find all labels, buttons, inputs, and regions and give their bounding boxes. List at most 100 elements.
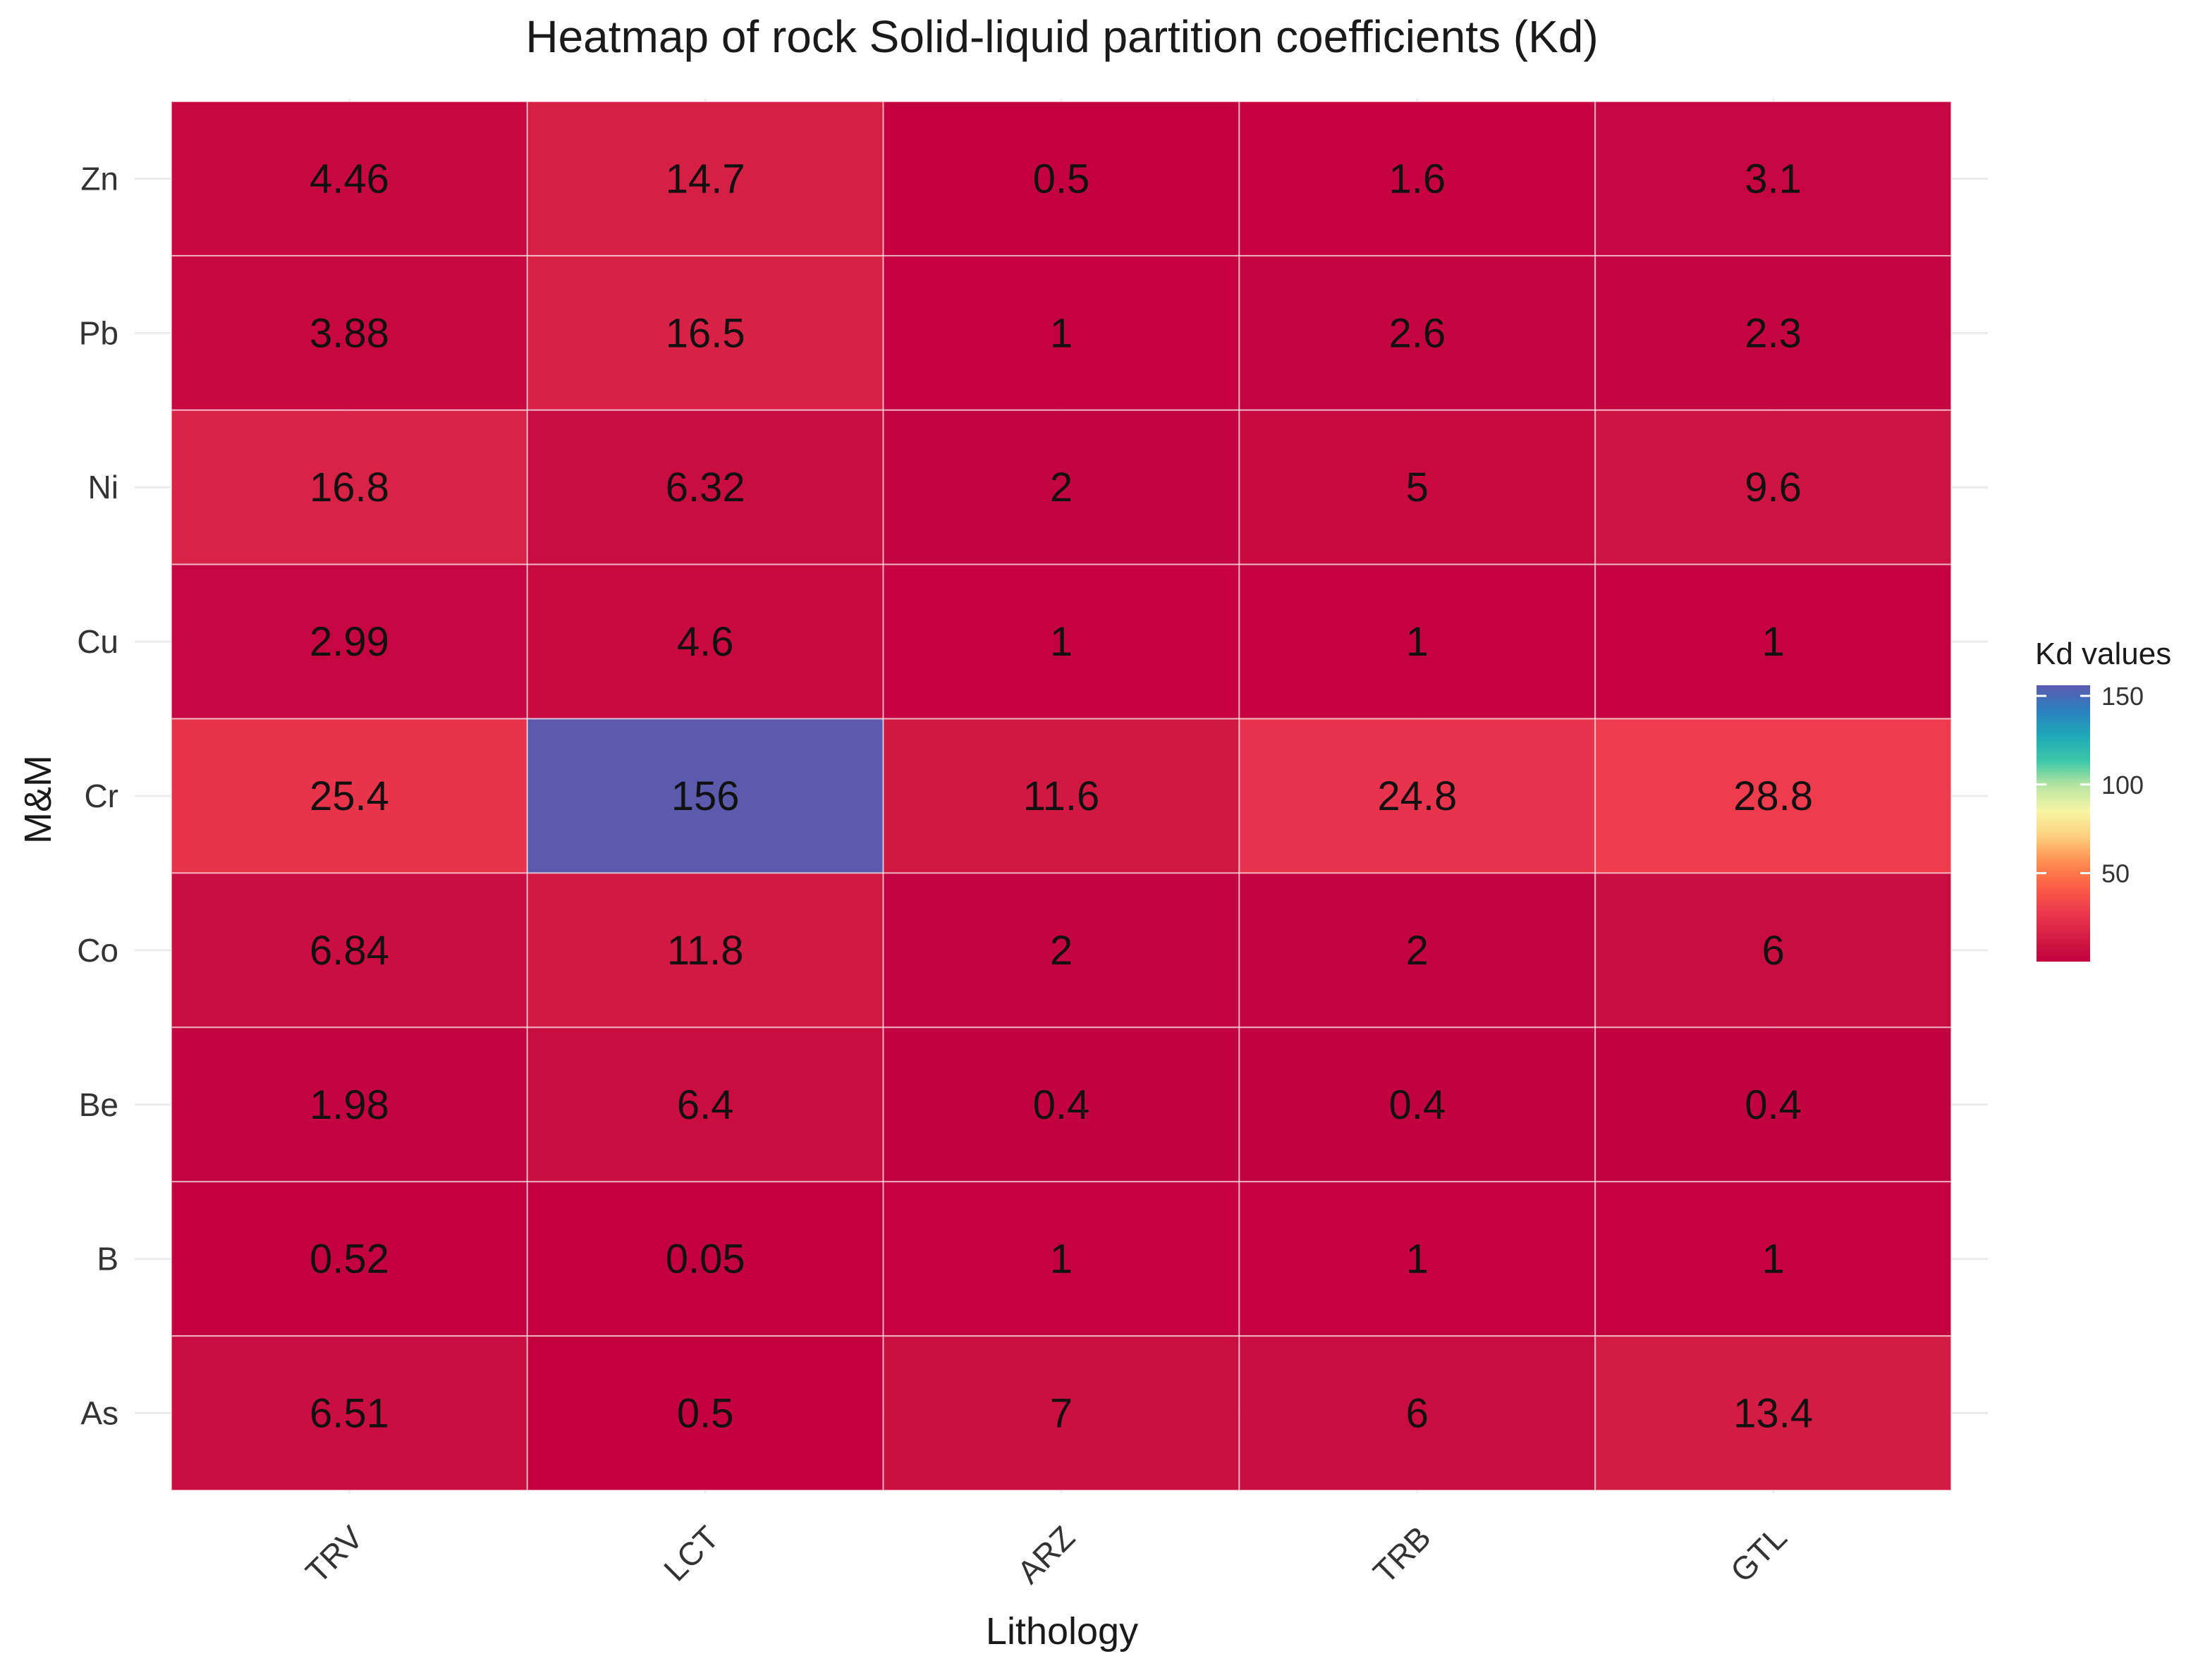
legend-tick-label: 50 [2101,859,2130,888]
heatmap-cell [1238,872,1596,1029]
heatmap-cell [1238,1181,1596,1337]
cell-value-label: 0.5 [677,1391,734,1437]
legend-ticks: 50 100 150 [2037,682,2144,888]
heatmap-cell [171,101,528,257]
heatmap-cell [882,101,1240,257]
heatmap-cell [1594,101,1952,257]
cell-value-label: 1 [1050,310,1073,356]
cell-value-label: 6.84 [310,928,389,974]
cell-value-label: 6.4 [677,1082,734,1128]
heatmap-cell [1238,409,1596,565]
heatmap-cell [171,718,528,874]
cell-value-label: 16.8 [310,465,389,510]
y-axis-label: M&M [17,755,59,844]
cell-value-label: 6 [1762,928,1784,974]
cell-value-label: 2.3 [1745,310,1802,356]
y-tick-label: Cu [77,623,118,660]
heatmap-cell [526,718,884,874]
legend-tick-label: 150 [2101,682,2144,711]
heatmap-cell [1594,409,1952,565]
cell-value-label: 6.51 [310,1391,389,1437]
cell-value-label: 7 [1050,1391,1073,1437]
chart-title: Heatmap of rock Solid-liquid partition c… [525,11,1598,62]
cell-value-label: 5 [1406,465,1429,510]
heatmap-cell [526,872,884,1029]
heatmap-cell [526,101,884,257]
cell-value-label: 24.8 [1377,773,1457,819]
cell-value-label: 4.6 [677,619,734,665]
cell-value-label: 6.32 [666,465,745,510]
cell-value-label: 0.4 [1745,1082,1802,1128]
heatmap-cell [1238,101,1596,257]
cell-value-label: 2 [1406,928,1429,974]
cell-value-label: 1 [1050,1237,1073,1282]
cell-value-label: 11.6 [1023,773,1100,819]
x-axis-label: Lithology [986,1610,1138,1653]
cell-value-label: 1.98 [310,1082,389,1128]
heatmap-cell [1594,872,1952,1029]
cell-value-label: 0.05 [666,1237,745,1282]
cell-value-label: 9.6 [1745,465,1802,510]
heatmap-cells [171,101,1952,1491]
heatmap-cell [526,255,884,411]
color-legend: Kd values 50 100 150 [2035,637,2171,962]
heatmap-cell [882,872,1240,1029]
cell-value-label: 0.52 [310,1237,389,1282]
heatmap-cell [1594,1181,1952,1337]
cell-value-label: 16.5 [666,310,745,356]
cell-value-label: 0.4 [1388,1082,1446,1128]
cell-value-label: 1 [1406,619,1429,665]
heatmap-cell [171,1026,528,1183]
cell-value-label: 1 [1406,1237,1429,1282]
heatmap-cell [526,1026,884,1183]
heatmap-cell [882,255,1240,411]
heatmap-cell [1238,255,1596,411]
heatmap-cell [882,1335,1240,1491]
heatmap-cell [171,1335,528,1491]
heatmap-cell [882,718,1240,874]
cell-value-label: 3.1 [1745,156,1802,202]
cell-value-label: 2 [1050,928,1073,974]
y-tick-label: As [80,1395,118,1432]
cell-value-label: 2.6 [1388,310,1446,356]
heatmap-cell [1238,563,1596,720]
y-tick-label: B [97,1241,118,1277]
heatmap-cell [1238,718,1596,874]
heatmap-cell [882,409,1240,565]
heatmap-cell [171,409,528,565]
cell-value-label: 1 [1050,619,1073,665]
cell-value-label: 1 [1762,1237,1784,1282]
cell-value-label: 11.8 [667,928,744,974]
heatmap-cell [171,563,528,720]
heatmap-cell [1238,1026,1596,1183]
y-tick-label: Zn [80,160,118,197]
cell-value-labels: 4.46 14.7 0.5 1.6 3.13.88 16.5 1 2.6 2.316.8 6.32… [310,156,1813,1436]
y-tick-label: Co [77,932,118,969]
cell-value-label: 0.4 [1033,1082,1090,1128]
heatmap-cell [1594,563,1952,720]
legend-title: Kd values [2035,637,2171,671]
cell-value-label: 6 [1406,1391,1429,1437]
y-tick-label: Be [79,1086,118,1123]
heatmap-cell [171,872,528,1029]
cell-value-label: 3.88 [310,310,389,356]
cell-value-label: 0.5 [1033,156,1090,202]
heatmap-cell [526,1335,884,1491]
cell-value-label: 2.99 [310,619,389,665]
y-axis-tick-labels: Zn Pb Ni Cu Cr Co Be B As [77,160,118,1431]
cell-value-label: 1 [1762,619,1784,665]
heatmap-cell [882,1181,1240,1337]
heatmap-cell [882,1026,1240,1183]
legend-colorbar [2037,685,2090,962]
cell-value-label: 13.4 [1733,1391,1813,1437]
cell-value-label: 14.7 [666,156,745,202]
y-tick-label: Pb [79,314,118,351]
heatmap-cell [1594,1026,1952,1183]
cell-value-label: 1.6 [1388,156,1446,202]
y-tick-label: Ni [88,469,118,505]
heatmap-cell [171,1181,528,1337]
cell-value-label: 25.4 [310,773,389,819]
heatmap-cell [526,1181,884,1337]
heatmap-cell [1594,718,1952,874]
